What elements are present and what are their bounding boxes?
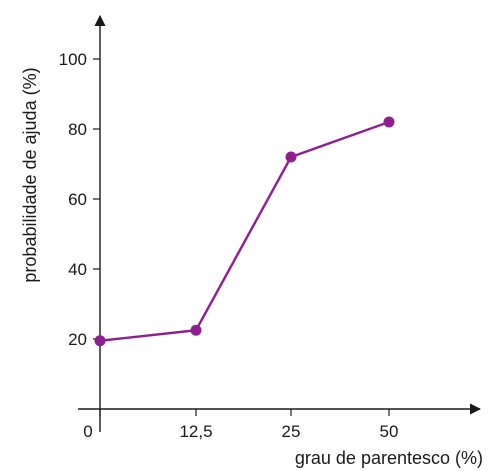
y-tick-label: 60 <box>68 190 87 209</box>
data-point <box>285 151 297 163</box>
x-ticks: 0 12,5 25 50 <box>83 409 398 441</box>
data-point <box>190 324 202 336</box>
x-tick-label: 12,5 <box>179 422 212 441</box>
axes <box>78 14 482 432</box>
data-point <box>94 335 106 347</box>
series-line <box>99 120 390 342</box>
x-tick-label: 50 <box>380 422 399 441</box>
x-tick-label: 0 <box>83 422 92 441</box>
y-ticks: 20 40 60 80 100 <box>59 50 100 349</box>
y-tick-label: 20 <box>68 330 87 349</box>
y-axis-title: probabilidade de ajuda (%) <box>20 67 40 282</box>
data-series <box>94 116 395 347</box>
data-point <box>383 116 395 128</box>
y-tick-label: 40 <box>68 260 87 279</box>
y-tick-label: 80 <box>68 120 87 139</box>
x-axis-title: grau de parentesco (%) <box>295 448 483 468</box>
x-tick-label: 25 <box>282 422 301 441</box>
y-tick-label: 100 <box>59 50 87 69</box>
